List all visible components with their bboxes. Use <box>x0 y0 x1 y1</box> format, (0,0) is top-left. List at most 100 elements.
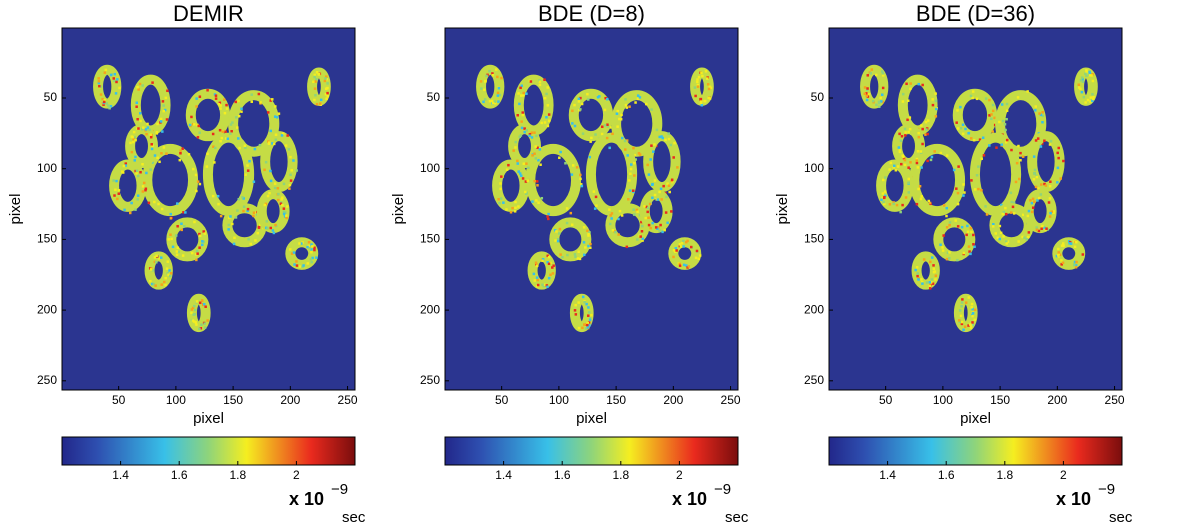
y-tick-label: 150 <box>37 232 57 246</box>
texture-dot <box>514 146 517 149</box>
texture-dot <box>228 216 231 220</box>
texture-dot <box>191 306 195 310</box>
texture-dot <box>652 150 655 153</box>
texture-dot <box>579 177 582 181</box>
texture-dot <box>198 234 202 238</box>
texture-dot <box>115 179 118 183</box>
texture-dot <box>1060 263 1063 266</box>
texture-dot <box>1034 185 1038 189</box>
texture-dot <box>916 274 919 278</box>
texture-dot <box>594 133 597 136</box>
texture-dot <box>194 308 197 312</box>
texture-dot <box>225 137 228 140</box>
texture-dot <box>546 124 550 128</box>
texture-dot <box>586 98 590 101</box>
texture-dot <box>166 89 169 93</box>
texture-dot <box>907 166 910 169</box>
y-tick-label: 250 <box>804 373 824 387</box>
texture-dot <box>866 74 870 77</box>
x-tick-label: 50 <box>879 393 893 407</box>
texture-dot <box>661 136 664 140</box>
x-tick-label: 100 <box>549 393 569 407</box>
texture-dot <box>879 96 882 100</box>
texture-dot <box>551 272 555 275</box>
colorbar-unit: sec <box>1109 509 1133 526</box>
texture-dot <box>636 210 639 214</box>
texture-dot <box>536 146 539 150</box>
texture-dot <box>666 182 669 185</box>
texture-dot <box>226 137 230 140</box>
texture-dot <box>1062 244 1065 248</box>
y-tick-label: 50 <box>811 90 825 104</box>
texture-dot <box>696 83 700 87</box>
texture-dot <box>485 74 488 78</box>
texture-dot <box>921 83 924 87</box>
texture-dot <box>113 79 116 83</box>
texture-dot <box>656 227 659 231</box>
texture-dot <box>134 155 137 159</box>
texture-dot <box>231 222 234 226</box>
texture-dot <box>541 283 544 286</box>
texture-dot <box>201 240 204 243</box>
tissue-region <box>492 159 530 212</box>
texture-dot <box>956 127 960 130</box>
texture-dot <box>483 98 487 101</box>
texture-dot <box>573 124 577 128</box>
texture-dot <box>512 149 515 152</box>
texture-dot <box>169 217 173 220</box>
texture-dot <box>479 80 483 83</box>
texture-dot <box>586 326 590 329</box>
texture-dot <box>324 93 328 96</box>
y-tick-label: 200 <box>37 302 57 316</box>
texture-dot <box>637 152 641 155</box>
texture-dot <box>881 100 885 104</box>
texture-dot <box>934 115 938 118</box>
texture-dot <box>931 98 934 101</box>
texture-dot <box>1006 240 1010 243</box>
texture-dot <box>1041 142 1044 145</box>
texture-dot <box>1014 180 1018 184</box>
texture-dot <box>565 221 569 225</box>
colorbar-tick-label: 1.8 <box>229 468 246 482</box>
texture-dot <box>668 190 671 194</box>
texture-dot <box>573 253 577 256</box>
texture-dot <box>225 107 229 110</box>
texture-dot <box>269 179 273 183</box>
y-tick-label: 100 <box>37 161 57 175</box>
texture-dot <box>993 116 996 120</box>
colorbar-tick-label: 1.4 <box>879 468 896 482</box>
texture-dot <box>523 127 526 130</box>
texture-dot <box>259 101 262 104</box>
texture-dot <box>633 213 636 216</box>
texture-dot <box>661 230 664 234</box>
texture-dot <box>1009 191 1013 195</box>
texture-dot <box>525 92 528 95</box>
texture-dot <box>971 314 974 318</box>
texture-dot <box>1059 177 1062 180</box>
texture-dot <box>1077 83 1081 87</box>
panel-title: BDE (D=36) <box>916 1 1035 26</box>
texture-dot <box>546 261 549 264</box>
texture-dot <box>202 230 205 233</box>
texture-dot <box>525 162 528 165</box>
texture-dot <box>307 240 311 244</box>
tissue-region <box>109 159 147 212</box>
texture-dot <box>892 164 896 168</box>
texture-dot <box>931 282 935 285</box>
texture-dot <box>507 163 510 167</box>
texture-dot <box>521 111 524 114</box>
texture-dot <box>707 96 710 100</box>
texture-dot <box>590 313 593 317</box>
texture-dot <box>237 114 241 118</box>
texture-dot <box>195 258 198 262</box>
texture-dot <box>116 197 119 201</box>
y-axis-label: pixel <box>7 194 24 225</box>
texture-dot <box>246 169 250 172</box>
texture-dot <box>1033 168 1037 172</box>
texture-dot <box>896 165 900 168</box>
texture-dot <box>286 134 289 137</box>
texture-dot <box>312 80 315 84</box>
texture-dot <box>169 272 173 275</box>
texture-dot <box>519 134 523 137</box>
texture-dot <box>1057 252 1060 256</box>
